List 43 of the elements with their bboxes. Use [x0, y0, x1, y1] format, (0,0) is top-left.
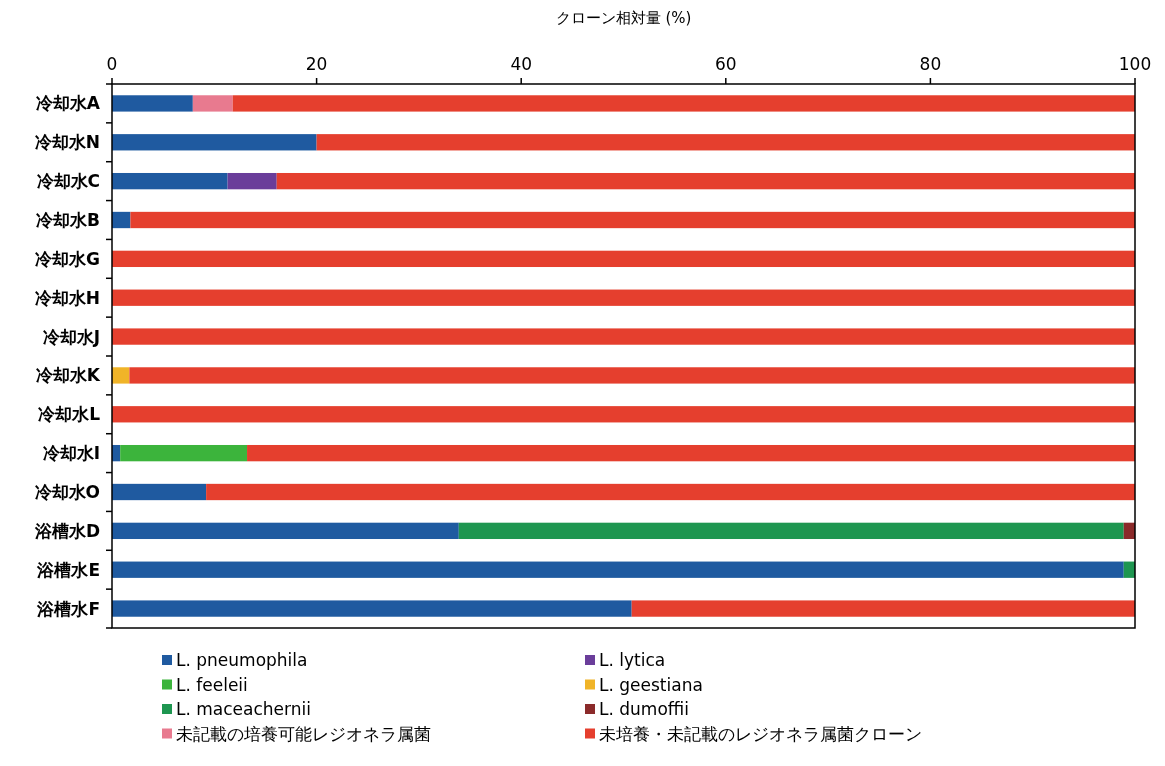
bar	[316, 134, 1135, 151]
x-tick-label: 40	[510, 54, 533, 74]
bar	[112, 250, 1135, 268]
y-tick-label: 浴槽水E	[36, 559, 100, 580]
legend-label: 未記載の培養可能レジオネラ属菌	[176, 723, 431, 744]
y-tick-label: 浴槽水D	[33, 520, 100, 541]
x-tick-label: 20	[305, 54, 328, 74]
legend-label: L. dumoffii	[599, 699, 689, 719]
y-tick-label: 冷却水B	[36, 210, 100, 230]
bar	[112, 600, 632, 617]
bar	[112, 561, 1124, 578]
x-tick-label: 0	[106, 54, 118, 74]
bar	[112, 328, 1135, 345]
y-tick-label: 冷却水K	[35, 365, 101, 386]
bar	[631, 600, 1135, 617]
legend-label: L. maceachernii	[176, 699, 311, 719]
bar	[112, 289, 1135, 306]
x-tick-label: 100	[1118, 54, 1152, 74]
x-tick-label: 80	[919, 54, 942, 74]
bar	[112, 483, 207, 501]
y-tick-label: 冷却水H	[34, 287, 100, 308]
x-axis-title: クローン相対量 (%)	[555, 9, 692, 27]
bar	[112, 211, 131, 229]
y-tick-label: 冷却水J	[42, 326, 100, 347]
y-tick-label: 冷却水L	[38, 404, 101, 425]
y-tick-label: 冷却水G	[35, 248, 100, 269]
bar	[130, 211, 1135, 229]
bar	[206, 483, 1135, 501]
legend-label: L. feeleii	[176, 674, 248, 695]
bar	[112, 406, 1135, 423]
y-tick-label: 冷却水O	[34, 482, 100, 502]
x-tick-label: 60	[714, 54, 737, 74]
bar	[112, 134, 317, 151]
legend-label: 未培養・未記載のレジオネラ属菌クローン	[599, 723, 922, 744]
y-tick-label: 浴槽水F	[36, 598, 100, 619]
y-tick-label: 冷却水N	[34, 132, 100, 153]
bar	[112, 522, 459, 540]
legend-label: L. pneumophila	[176, 650, 308, 670]
y-tick-label: 冷却水A	[35, 93, 101, 114]
legend-label: L. geestiana	[599, 674, 703, 695]
y-tick-label: 冷却水I	[42, 443, 100, 464]
y-tick-label: 冷却水C	[36, 171, 100, 192]
legend-label: L. lytica	[599, 650, 666, 670]
